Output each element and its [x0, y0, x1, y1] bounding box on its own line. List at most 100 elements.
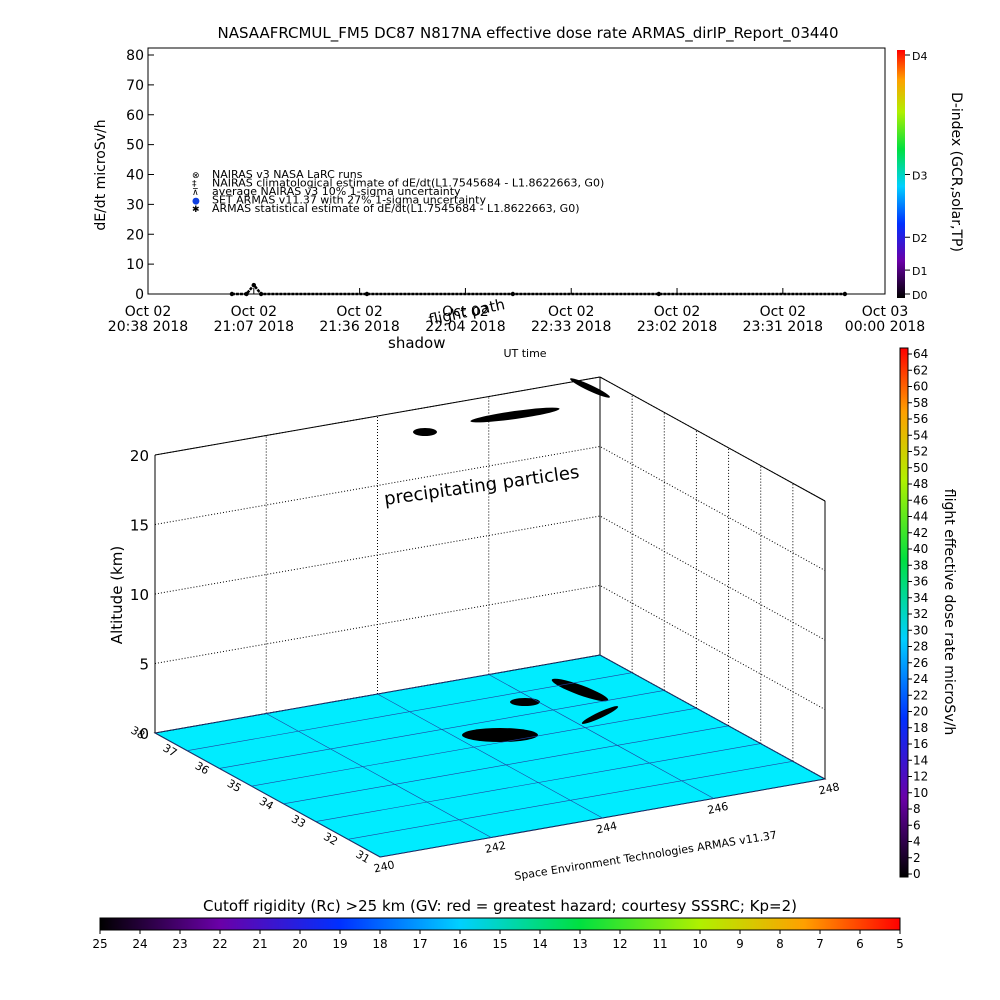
y-floor-grid: [187, 672, 633, 752]
x-tick-label: 248: [818, 780, 841, 797]
colorbar-tick-label: 48: [913, 477, 928, 491]
colorbar-tick-label: 9: [736, 937, 744, 951]
colorbar-tick-label: 36: [913, 575, 928, 589]
colorbar-tick-label: 14: [913, 753, 928, 767]
colorbar-tick-label: 5: [896, 937, 904, 951]
d-index-colorbar: [897, 50, 905, 298]
y2-axis-label: D-index (GCR,solar,TP): [948, 92, 964, 252]
data-point: [258, 291, 264, 297]
x-tick-label: Oct 02 21:36 2018: [319, 304, 399, 335]
legend-label: SET ARMAS v11.37 with 27% 1-sigma uncert…: [212, 194, 486, 207]
x-floor-grid: [377, 693, 603, 819]
colorbar-tick-label: 34: [913, 591, 928, 605]
y-floor-grid: [219, 690, 665, 769]
x-tick-label: 244: [595, 819, 618, 836]
x-tick-label: Oct 02 20:38 2018: [108, 304, 188, 335]
colorbar-title: Cutoff rigidity (Rc) >25 km (GV: red = g…: [203, 897, 797, 915]
colorbar-tick-label: 7: [816, 937, 824, 951]
colorbar-tick-label: 19: [332, 937, 347, 951]
colorbar-tick-label: 16: [913, 737, 928, 751]
y-floor-grid: [154, 654, 601, 734]
z-grid-line: [154, 376, 826, 502]
colorbar-tick-label: 15: [492, 937, 507, 951]
annotation: shadow: [388, 334, 445, 352]
colorbar-tick-label: 20: [913, 705, 928, 719]
y-floor-grid: [283, 725, 729, 805]
colorbar-tick-label: 62: [913, 363, 928, 377]
data-point: [244, 291, 249, 297]
colorbar-tick-label: 21: [252, 937, 267, 951]
colorbar-tick-label: 64: [913, 347, 928, 361]
colorbar-tick-label: 60: [913, 380, 928, 394]
x-tick-label: Oct 02 23:02 2018: [637, 304, 717, 335]
z-grid-line: [154, 584, 826, 710]
colorbar-tick-label: 24: [132, 937, 147, 951]
z-tick-label: 20: [130, 447, 149, 465]
colorbar-tick-label: 24: [913, 672, 928, 686]
colorbar-tick-label: 25: [92, 937, 107, 951]
legend-symbol: ✱: [192, 205, 200, 215]
z-tick-label: 5: [139, 656, 149, 674]
colorbar-tick-label: 14: [532, 937, 547, 951]
x-floor-grid: [266, 713, 492, 838]
colorbar-tick-label: 8: [913, 802, 921, 816]
colorbar-tick-label: 10: [913, 786, 928, 800]
colorbar-tick-label: 56: [913, 412, 928, 426]
z-tick-label: 10: [130, 586, 149, 604]
colorbar-tick-label: 4: [913, 835, 921, 849]
data-point: [510, 291, 516, 297]
z-tick-label: 15: [130, 517, 149, 535]
legend-symbol: ⊗: [192, 171, 200, 181]
legend-symbol: ⊼: [192, 188, 199, 198]
y-tick-label: 31: [353, 848, 372, 866]
y-tick-label: 33: [289, 812, 308, 830]
colorbar-tick-label: 0: [913, 867, 921, 881]
rc-colorbar: [100, 918, 900, 930]
x-tick-label: 240: [373, 858, 396, 875]
y-floor-grid: [251, 707, 697, 787]
colorbar-tick-label: 30: [913, 623, 928, 637]
y-tick-label: 32: [321, 830, 340, 848]
flight-shadow: [413, 378, 619, 742]
legend-symbol: ‡: [192, 180, 197, 190]
x-tick-label: Oct 02 22:33 2018: [531, 304, 611, 335]
x-floor-grid: [488, 674, 714, 799]
colorbar-tick-label: 42: [913, 526, 928, 540]
data-point: [842, 291, 848, 297]
colorbar-tick-label: 16: [452, 937, 467, 951]
colorbar-tick-label: 32: [913, 607, 928, 621]
colorbar-tick-label: 58: [913, 396, 928, 410]
chart-title: NASAAFRCMUL_FM5 DC87 N817NA effective do…: [217, 24, 838, 43]
z-grid-line: [154, 445, 826, 571]
colorbar-tick-label: 44: [913, 510, 928, 524]
data-point: [229, 291, 235, 297]
y2-tick-label: D4: [912, 50, 927, 63]
colorbar-tick-label: 10: [692, 937, 707, 951]
x-tick-label: 246: [706, 800, 729, 817]
data-point: [364, 291, 370, 297]
y-tick-label: 37: [161, 741, 180, 759]
colorbar-tick-label: 26: [913, 656, 928, 670]
colorbar-tick-label: 46: [913, 493, 928, 507]
colorbar-tick-label: 52: [913, 445, 928, 459]
colorbar-tick-label: 18: [372, 937, 387, 951]
y-tick-label: 10: [126, 257, 144, 273]
z-axis-label: Altitude (km): [108, 546, 126, 644]
colorbar-tick-label: 40: [913, 542, 928, 556]
y-tick-label: 60: [126, 108, 144, 124]
legend-label: NAIRAS v3 NASA LaRC runs: [212, 168, 363, 181]
y-tick-label: 80: [126, 48, 144, 64]
y2-tick-label: D1: [912, 265, 927, 278]
legend-symbol: ●: [192, 197, 200, 207]
x-tick-label: Oct 02 22:04 2018: [425, 304, 505, 335]
colorbar-tick-label: 22: [913, 688, 928, 702]
y-tick-label: 20: [126, 227, 144, 243]
y-tick-label: 38: [128, 724, 147, 742]
data-line: [231, 283, 845, 296]
colorbar-tick-label: 17: [412, 937, 427, 951]
footer-credit: Space Environment Technologies ARMAS v11…: [513, 829, 777, 883]
dose-colorbar: [900, 348, 908, 877]
x-tick-label: Oct 02 23:31 2018: [743, 304, 823, 335]
colorbar-tick-label: 6: [913, 818, 921, 832]
